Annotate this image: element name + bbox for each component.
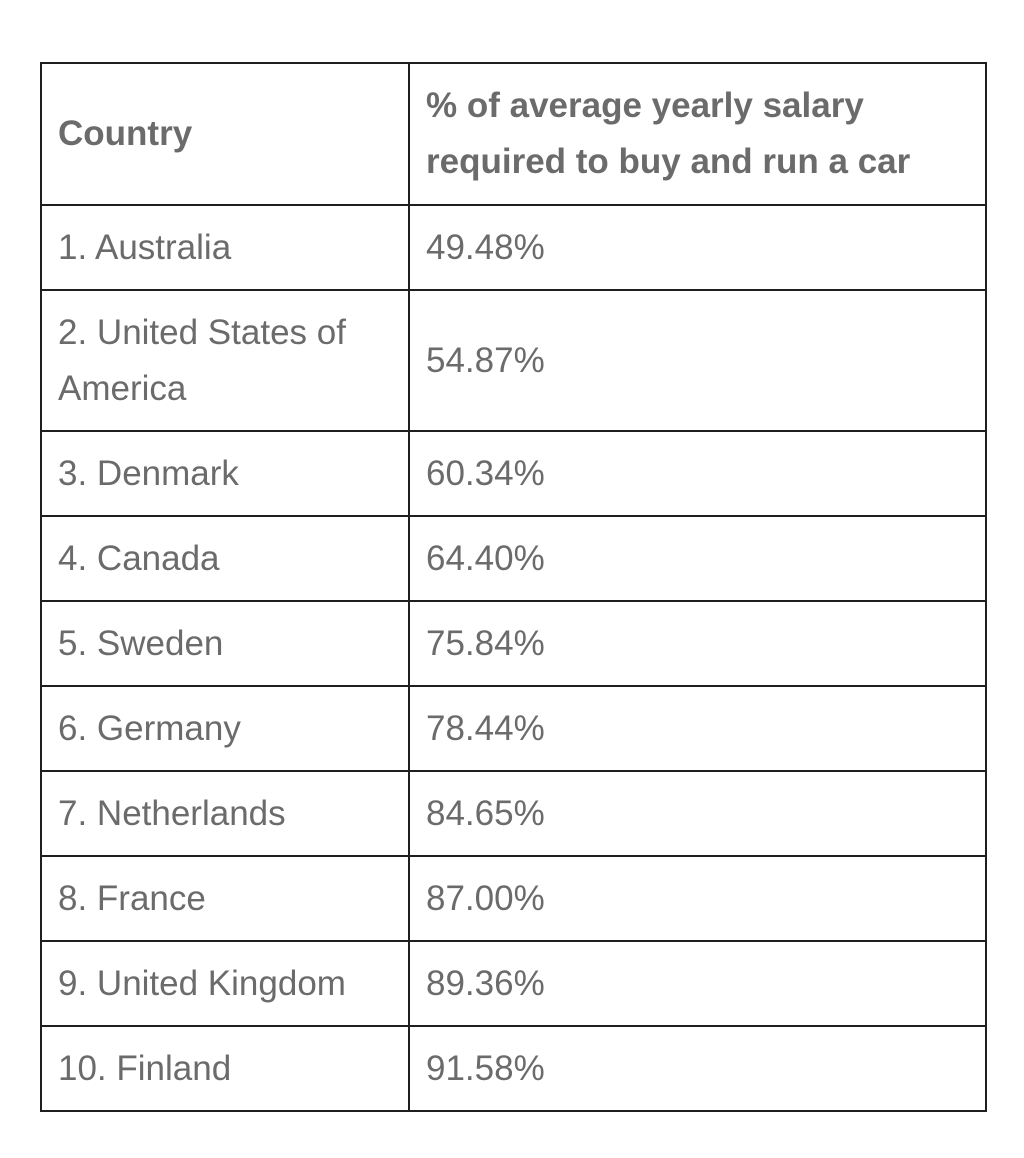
percent-cell: 91.58%: [408, 1025, 987, 1112]
percent-cell: 60.34%: [408, 430, 987, 517]
table-row: 2. United States of America 54.87%: [40, 289, 987, 432]
country-cell: 5. Sweden: [40, 600, 410, 687]
country-cell: 9. United Kingdom: [40, 940, 410, 1027]
percent-cell: 87.00%: [408, 855, 987, 942]
header-row: Country % of average yearly salary requi…: [40, 62, 987, 206]
header-percent: % of average yearly salary required to b…: [408, 62, 987, 206]
percent-cell: 78.44%: [408, 685, 987, 772]
table-row: 9. United Kingdom 89.36%: [40, 940, 987, 1027]
percent-cell: 54.87%: [408, 289, 987, 432]
table-row: 7. Netherlands 84.65%: [40, 770, 987, 857]
table-row: 8. France 87.00%: [40, 855, 987, 942]
country-cell: 2. United States of America: [40, 289, 410, 432]
table-row: 4. Canada 64.40%: [40, 515, 987, 602]
percent-cell: 49.48%: [408, 204, 987, 291]
country-cell: 4. Canada: [40, 515, 410, 602]
country-cell: 7. Netherlands: [40, 770, 410, 857]
percent-cell: 89.36%: [408, 940, 987, 1027]
country-cell: 3. Denmark: [40, 430, 410, 517]
percent-cell: 64.40%: [408, 515, 987, 602]
percent-cell: 84.65%: [408, 770, 987, 857]
table-body: 1. Australia 49.48% 2. United States of …: [40, 204, 987, 1112]
country-cell: 1. Australia: [40, 204, 410, 291]
header-country: Country: [40, 62, 410, 206]
table-row: 1. Australia 49.48%: [40, 204, 987, 291]
table-row: 3. Denmark 60.34%: [40, 430, 987, 517]
car-cost-table: Country % of average yearly salary requi…: [40, 62, 987, 1112]
table-row: 10. Finland 91.58%: [40, 1025, 987, 1112]
country-cell: 8. France: [40, 855, 410, 942]
percent-cell: 75.84%: [408, 600, 987, 687]
table-row: 5. Sweden 75.84%: [40, 600, 987, 687]
country-cell: 6. Germany: [40, 685, 410, 772]
table-header: Country % of average yearly salary requi…: [40, 62, 987, 206]
country-cell: 10. Finland: [40, 1025, 410, 1112]
table-row: 6. Germany 78.44%: [40, 685, 987, 772]
